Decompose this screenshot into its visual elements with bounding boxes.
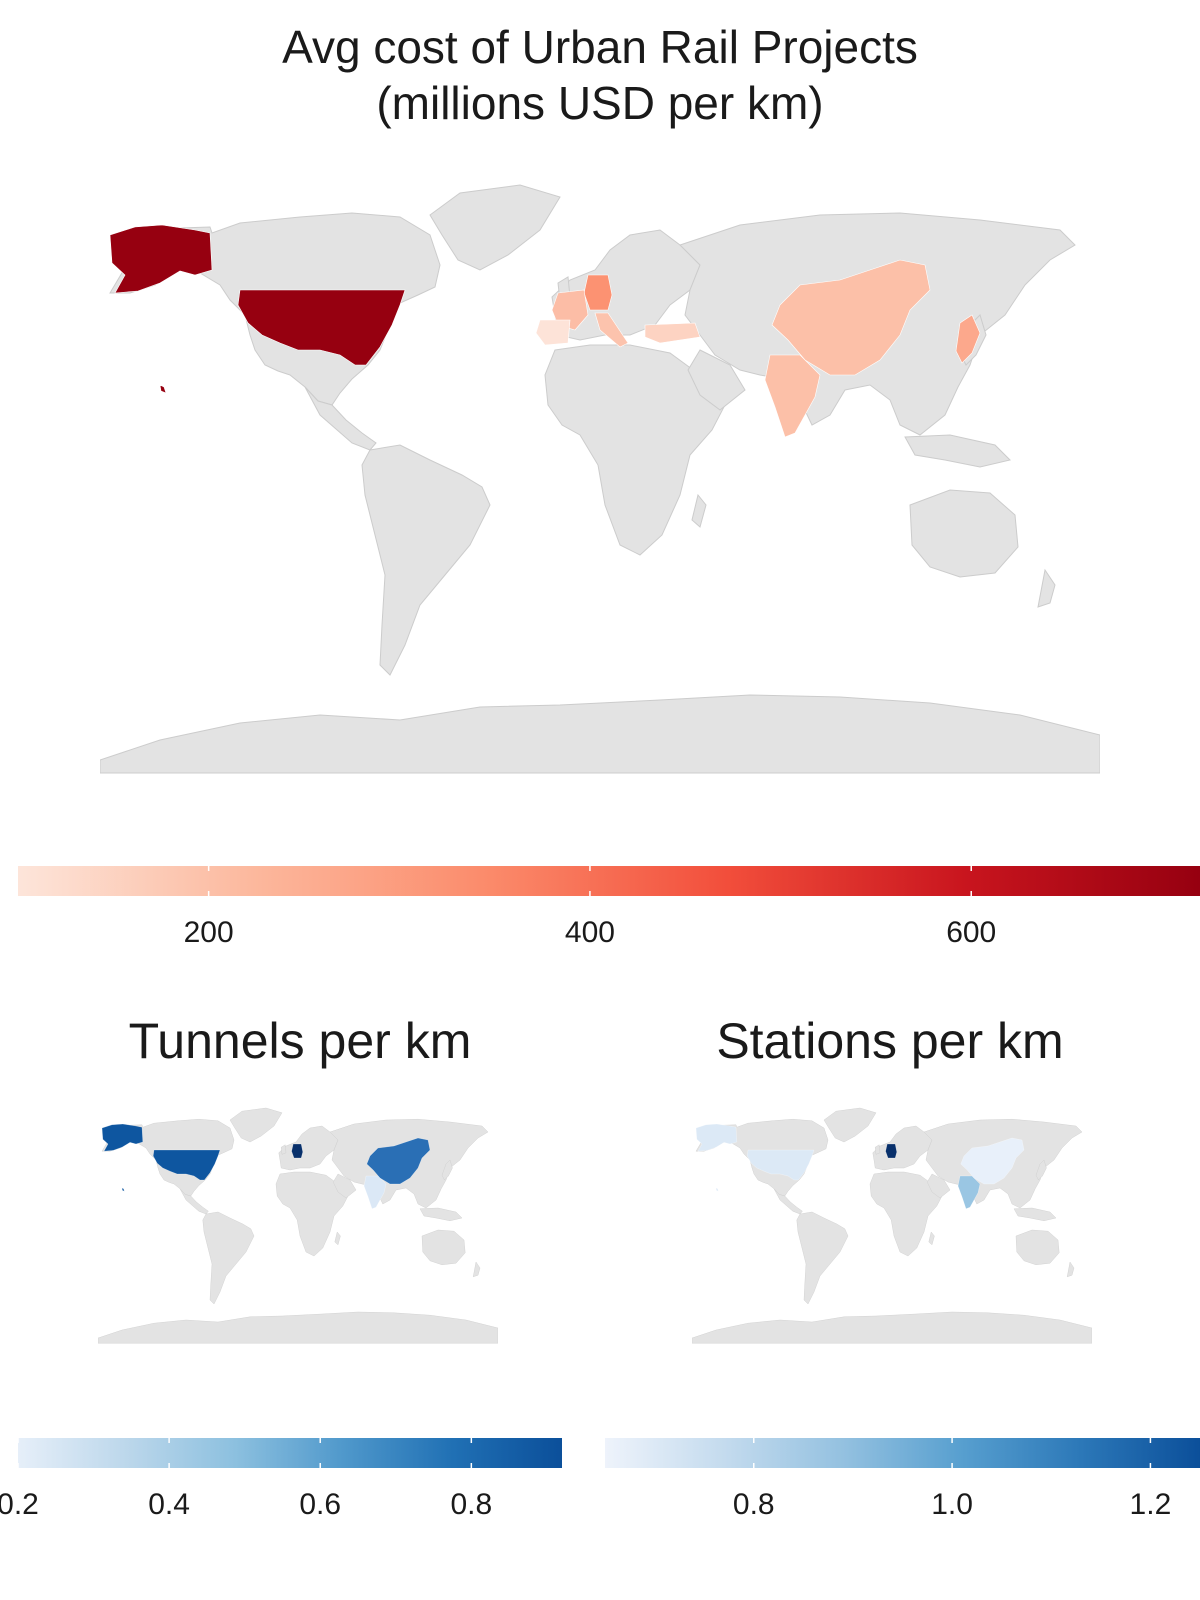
- stations-legend-tick-label: 1.0: [931, 1488, 973, 1521]
- country-japan: [955, 314, 981, 364]
- landmass-japan: [441, 1159, 453, 1181]
- stations-legend-tick-label: 1.2: [1129, 1488, 1172, 1521]
- landmass-central-america: [304, 386, 377, 451]
- landmass-madagascar: [928, 1231, 935, 1246]
- tunnels-color-legend: [18, 1438, 562, 1468]
- landmass-africa: [869, 1171, 943, 1257]
- landmass-africa: [275, 1171, 349, 1257]
- stations-legend-gradient-bar: [605, 1438, 1200, 1468]
- landmass-australia: [909, 489, 1019, 578]
- stations-legend-tick-label: 0.8: [732, 1488, 775, 1521]
- cost-legend-tick-label: 600: [946, 916, 997, 949]
- landmass-uk: [280, 1144, 287, 1155]
- country-india: [957, 1175, 981, 1209]
- landmass-sea-islands: [904, 434, 1011, 468]
- tunnels-legend-tick-label: 0.4: [148, 1488, 190, 1521]
- world-map-stations: [692, 1107, 1092, 1344]
- cost-legend-gradient-bar: [18, 866, 1200, 896]
- landmass-uk: [874, 1144, 881, 1155]
- landmass-australia: [421, 1229, 466, 1266]
- landmass-sea-islands: [419, 1207, 463, 1222]
- country-india: [363, 1175, 387, 1209]
- country-germany: [583, 274, 613, 311]
- landmass-europe: [278, 1125, 339, 1171]
- chart-title-line-1: Avg cost of Urban Rail Projects: [282, 21, 918, 73]
- world-map-tunnels: [98, 1107, 498, 1344]
- country-united-states: [109, 224, 406, 394]
- landmass-new-zealand: [472, 1261, 481, 1278]
- landmass-arabia: [687, 349, 746, 411]
- landmass-arabia: [926, 1173, 951, 1199]
- landmass-madagascar: [691, 493, 707, 528]
- landmass-greenland: [823, 1107, 877, 1143]
- landmass-south-america: [202, 1211, 255, 1305]
- stations-map-title: Stations per km: [716, 1013, 1064, 1069]
- country-italy: [594, 312, 629, 348]
- landmass-south-america: [361, 444, 491, 676]
- landmass-south-america: [796, 1211, 849, 1305]
- tunnels-legend-tick-label: 0.2: [0, 1488, 39, 1521]
- country-spain: [535, 319, 571, 346]
- tunnels-legend-tick-label: 0.8: [450, 1488, 493, 1521]
- country-india: [764, 354, 821, 438]
- tunnels-legend-tick-label: 0.6: [299, 1488, 342, 1521]
- landmass-greenland: [429, 184, 561, 271]
- country-turkey: [644, 322, 701, 344]
- country-united-states: [695, 1123, 815, 1192]
- country-germany: [885, 1143, 897, 1159]
- stations-color-legend: [605, 1438, 1200, 1468]
- landmass-antarctica: [98, 1311, 498, 1344]
- country-united-states: [101, 1123, 221, 1192]
- landmass-greenland: [229, 1107, 283, 1143]
- country-china: [366, 1137, 431, 1185]
- landmass-arabia: [332, 1173, 357, 1199]
- cost-legend-tick-label: 200: [183, 916, 234, 949]
- cost-color-legend: [18, 866, 1200, 896]
- landmass-japan: [1035, 1159, 1047, 1181]
- tunnels-legend-gradient-bar: [18, 1438, 562, 1468]
- cost-legend-tick-label: 400: [564, 916, 615, 949]
- country-germany: [291, 1143, 303, 1159]
- country-china: [960, 1137, 1025, 1185]
- landmass-europe: [872, 1125, 933, 1171]
- country-china: [771, 259, 931, 376]
- chart-title-line-2: (millions USD per km): [376, 77, 824, 129]
- landmass-new-zealand: [1066, 1261, 1075, 1278]
- landmass-sea-islands: [1013, 1207, 1057, 1222]
- landmass-central-america: [179, 1188, 209, 1215]
- landmass-australia: [1015, 1229, 1060, 1266]
- landmass-antarctica: [100, 694, 1100, 774]
- landmass-africa: [544, 344, 726, 556]
- landmass-new-zealand: [1037, 568, 1056, 608]
- tunnels-map-title: Tunnels per km: [128, 1013, 472, 1069]
- landmass-madagascar: [334, 1231, 341, 1246]
- landmass-antarctica: [692, 1311, 1092, 1344]
- world-map-cost: [100, 184, 1100, 774]
- landmass-central-america: [773, 1188, 803, 1215]
